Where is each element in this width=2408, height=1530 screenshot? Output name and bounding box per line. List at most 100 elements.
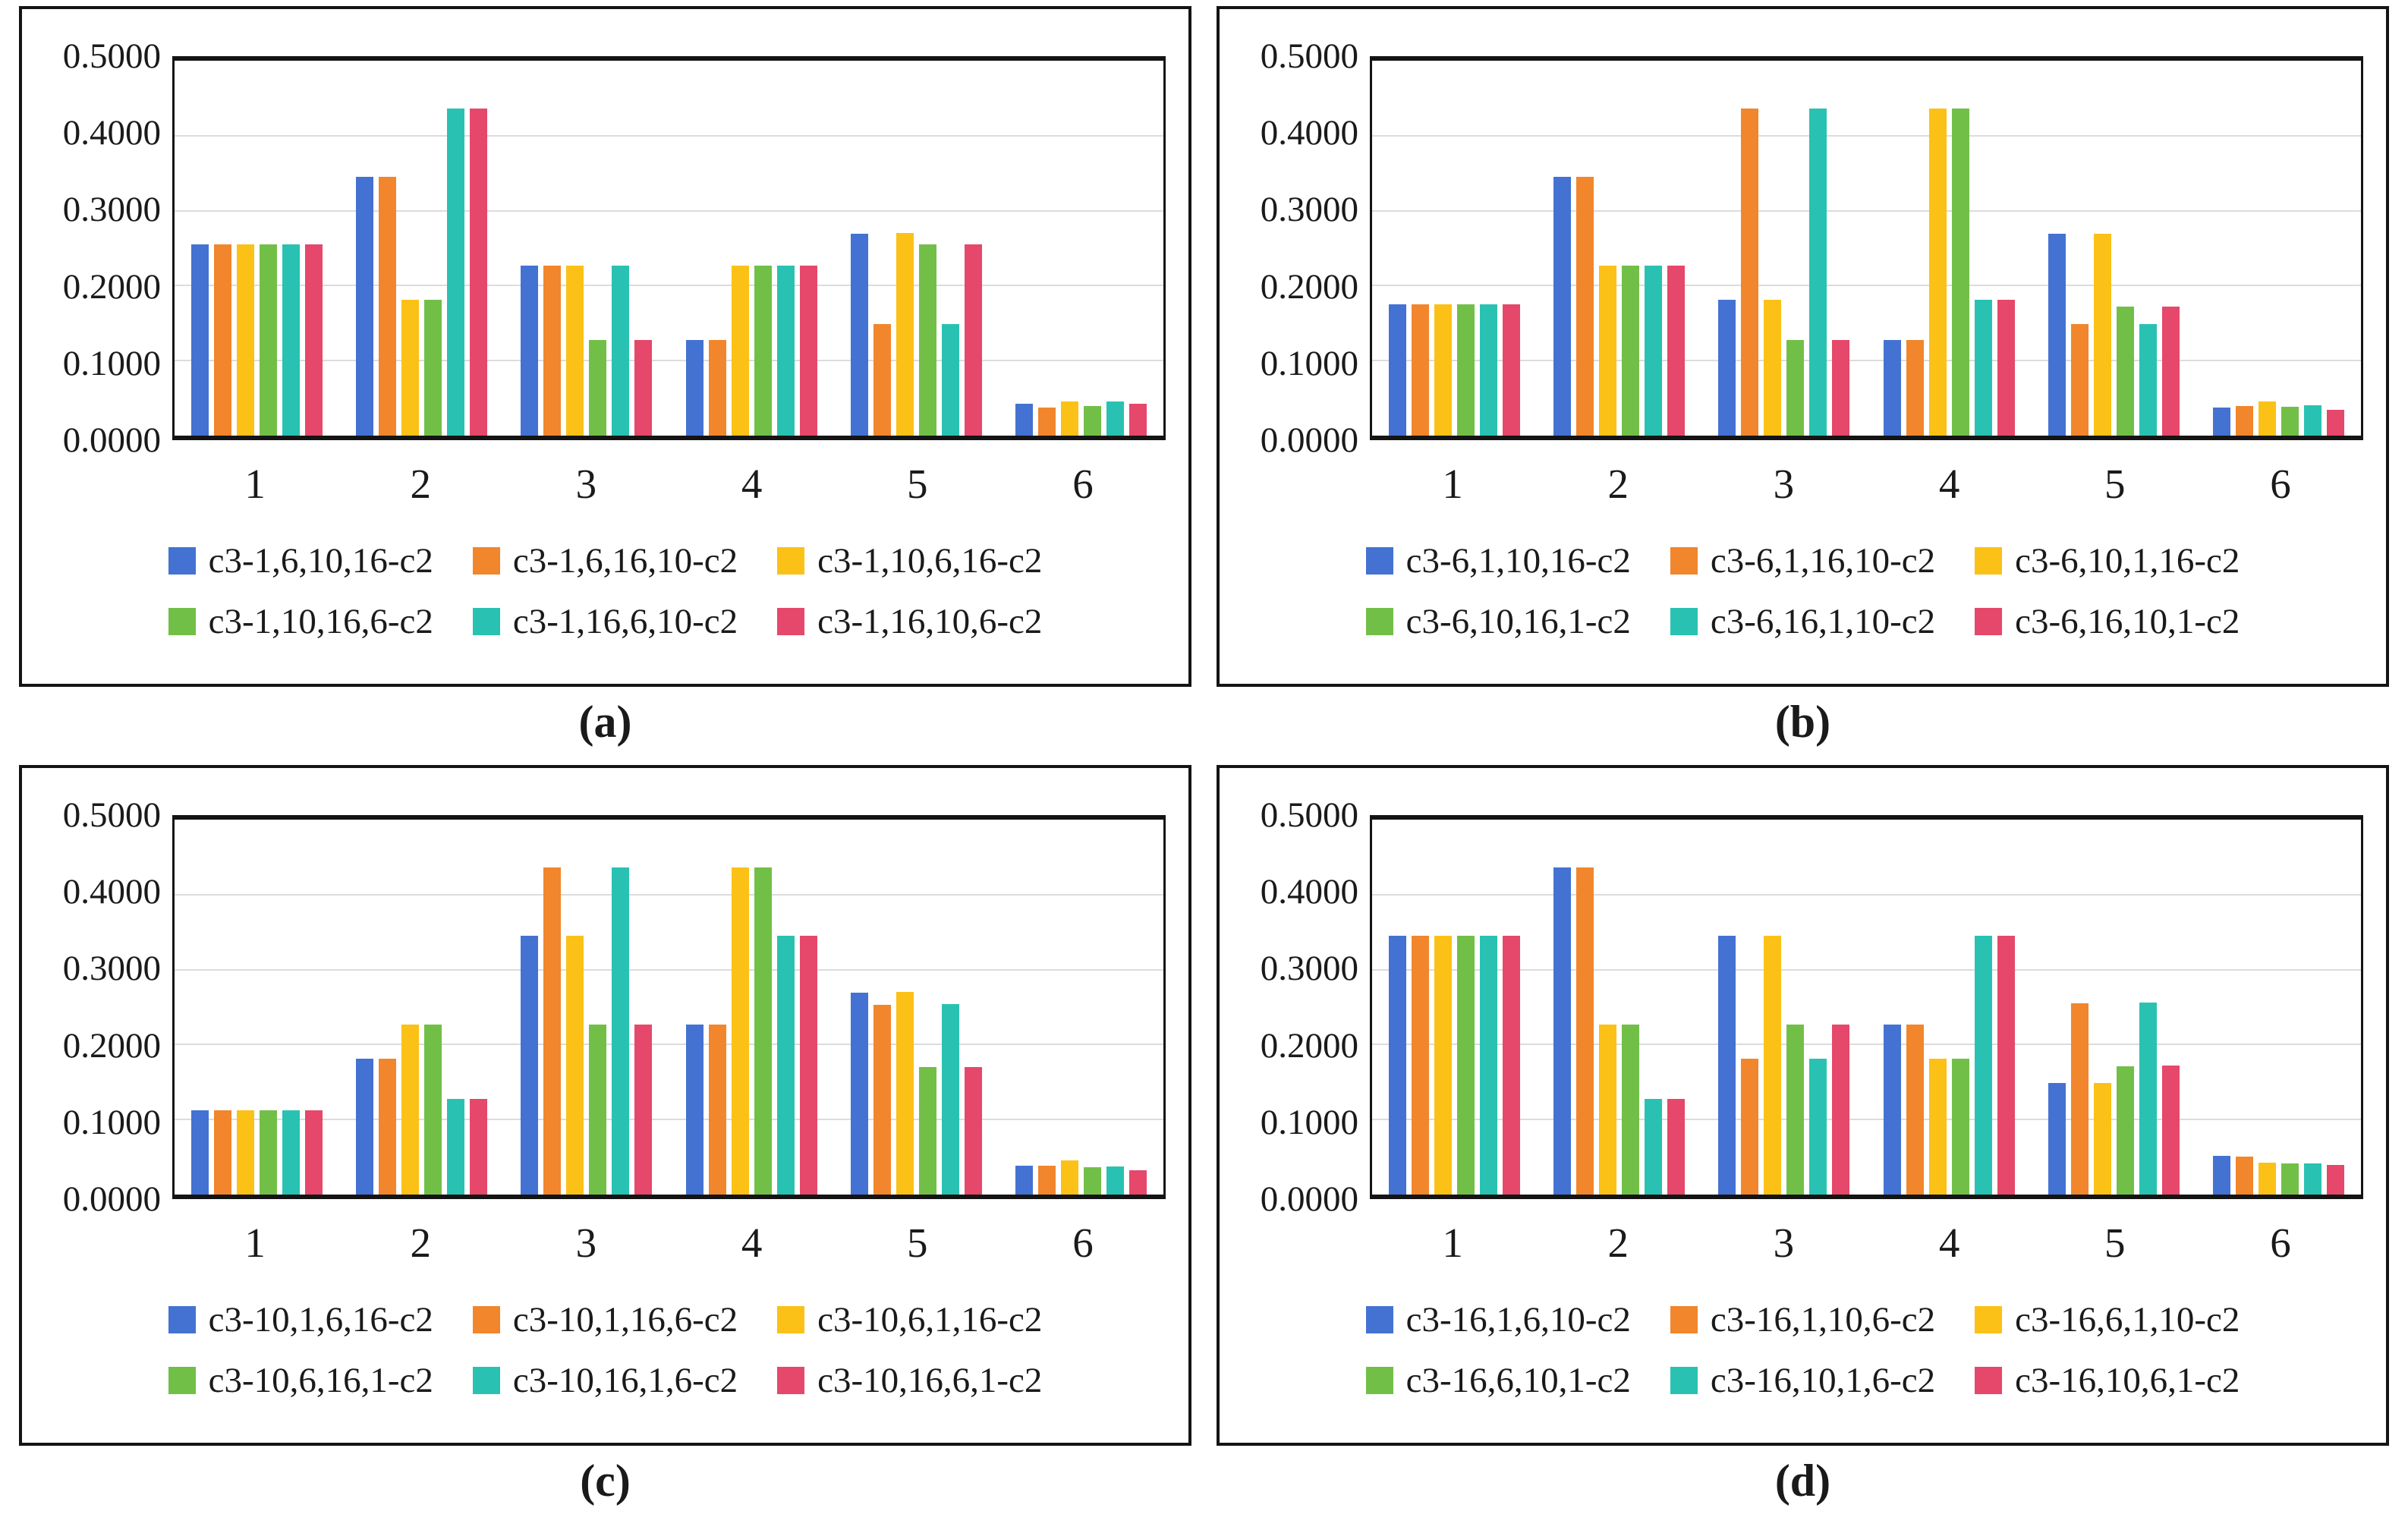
legend-swatch — [1365, 608, 1393, 635]
bar — [1622, 265, 1640, 436]
bar — [1667, 1098, 1686, 1195]
bar — [2281, 406, 2299, 436]
legend-swatch — [1975, 1367, 2003, 1394]
legend-item: c3-1,6,16,10-c2 — [472, 540, 738, 581]
bar — [2161, 1066, 2180, 1195]
bar — [918, 1066, 936, 1195]
bar — [214, 1110, 232, 1195]
bar — [1083, 1166, 1101, 1195]
bar — [2235, 405, 2253, 436]
x-tick-label: 5 — [907, 460, 928, 507]
legend-swatch — [1975, 1306, 2003, 1333]
legend-item: c3-10,16,1,6-c2 — [472, 1360, 738, 1401]
legend-label: c3-1,6,10,16-c2 — [208, 541, 433, 581]
y-tick-label: 0.4000 — [1260, 872, 1358, 912]
legend-swatch — [472, 1306, 500, 1333]
legend-item: c3-16,1,10,6-c2 — [1670, 1299, 1935, 1340]
bar — [1832, 1024, 1850, 1195]
bar — [612, 265, 630, 436]
bar — [634, 1024, 653, 1195]
bar — [634, 339, 653, 436]
gridline — [1372, 1044, 2361, 1046]
legend-item: c3-1,10,6,16-c2 — [777, 540, 1042, 581]
gridline — [175, 134, 1163, 137]
y-tick-label: 0.3000 — [62, 190, 161, 230]
legend-swatch — [472, 608, 500, 635]
legend-swatch — [1670, 1367, 1698, 1394]
legend-swatch — [168, 1306, 196, 1333]
y-tick-label: 0.4000 — [1260, 113, 1358, 153]
legend-item: c3-16,6,1,10-c2 — [1975, 1299, 2240, 1340]
y-tick-label: 0.3000 — [62, 949, 161, 989]
y-axis: 0.5000 0.4000 0.3000 0.2000 0.1000 0.0000 — [28, 795, 161, 1219]
legend-row: c3-1,6,10,16-c2 c3-1,6,16,10-c2 c3-1,10,6,… — [168, 540, 1042, 581]
x-tick-label: 2 — [1607, 1219, 1629, 1266]
legend-row: c3-10,6,16,1-c2 c3-10,16,1,6-c2 c3-10,16,6… — [168, 1360, 1042, 1401]
y-axis: 0.5000 0.4000 0.3000 0.2000 0.1000 0.0000 — [28, 36, 161, 460]
gridline — [1372, 134, 2361, 137]
bar — [873, 1004, 891, 1195]
gridline — [1372, 360, 2361, 362]
bar — [1576, 177, 1594, 436]
bar — [260, 1110, 278, 1195]
bar — [401, 300, 420, 436]
bar — [1037, 1165, 1056, 1195]
bar — [589, 339, 607, 436]
y-tick-label: 0.4000 — [62, 872, 161, 912]
legend-swatch — [168, 608, 196, 635]
legend-label: c3-16,6,10,1-c2 — [1405, 1361, 1631, 1400]
bar — [1599, 1024, 1617, 1195]
bar — [1951, 109, 1969, 436]
legend-item: c3-10,16,6,1-c2 — [777, 1360, 1042, 1401]
bar — [1553, 867, 1572, 1195]
legend-label: c3-10,16,1,6-c2 — [512, 1361, 738, 1400]
chart-panel-b: 0.5000 0.4000 0.3000 0.2000 0.1000 0.0000 1 2 3… — [1217, 6, 2389, 687]
x-tick-label: 4 — [1938, 1219, 1960, 1266]
bar — [1786, 1024, 1805, 1195]
bar — [754, 265, 772, 436]
legend-item: c3-6,16,1,10-c2 — [1670, 601, 1935, 642]
panel-caption-d: (d) — [1774, 1455, 1831, 1506]
legend-swatch — [1365, 1367, 1393, 1394]
bar-group — [2196, 820, 2361, 1195]
bar — [896, 991, 914, 1195]
y-tick-label: 0.1000 — [62, 1102, 161, 1142]
bar — [1667, 265, 1686, 436]
bar-group — [1537, 61, 1701, 436]
y-tick-label: 0.1000 — [1260, 1102, 1358, 1142]
x-tick-label: 1 — [244, 460, 266, 507]
x-axis: 1 2 3 4 5 6 — [1370, 454, 2363, 513]
bar — [1037, 408, 1056, 436]
y-tick-label: 0.2000 — [62, 266, 161, 307]
bar — [2116, 307, 2134, 436]
bar — [1434, 304, 1453, 436]
legend-label: c3-1,10,6,16-c2 — [817, 541, 1043, 581]
bar — [1622, 1024, 1640, 1195]
bar — [191, 244, 209, 436]
bar-group — [175, 61, 339, 436]
bar-group — [1701, 820, 1866, 1195]
bar — [1434, 936, 1453, 1195]
legend: c3-10,1,6,16-c2 c3-10,1,16,6-c2 c3-10,6,1,… — [22, 1299, 1188, 1401]
legend-swatch — [777, 1367, 805, 1394]
bar — [379, 177, 397, 436]
panel-cell-c: 0.5000 0.4000 0.3000 0.2000 0.1000 0.0000 1 2 3… — [19, 765, 1191, 1530]
bar — [918, 244, 936, 436]
legend-swatch — [168, 547, 196, 575]
bar — [1083, 406, 1101, 436]
panel-caption-b: (b) — [1774, 696, 1831, 747]
bar — [305, 244, 323, 436]
chart-panel-d: 0.5000 0.4000 0.3000 0.2000 0.1000 0.0000 1 2 3… — [1217, 765, 2389, 1446]
x-tick-label: 4 — [741, 1219, 763, 1266]
x-tick-label: 2 — [1607, 460, 1629, 507]
bar — [1928, 109, 1947, 436]
bar — [2139, 1003, 2157, 1195]
gridline — [1372, 209, 2361, 212]
bar — [1457, 304, 1475, 436]
bar — [2212, 1156, 2230, 1195]
bar — [1106, 401, 1124, 436]
bar — [543, 265, 562, 436]
bar — [685, 1024, 704, 1195]
chart-panel-c: 0.5000 0.4000 0.3000 0.2000 0.1000 0.0000 1 2 3… — [19, 765, 1191, 1446]
x-tick-label: 3 — [1773, 1219, 1795, 1266]
